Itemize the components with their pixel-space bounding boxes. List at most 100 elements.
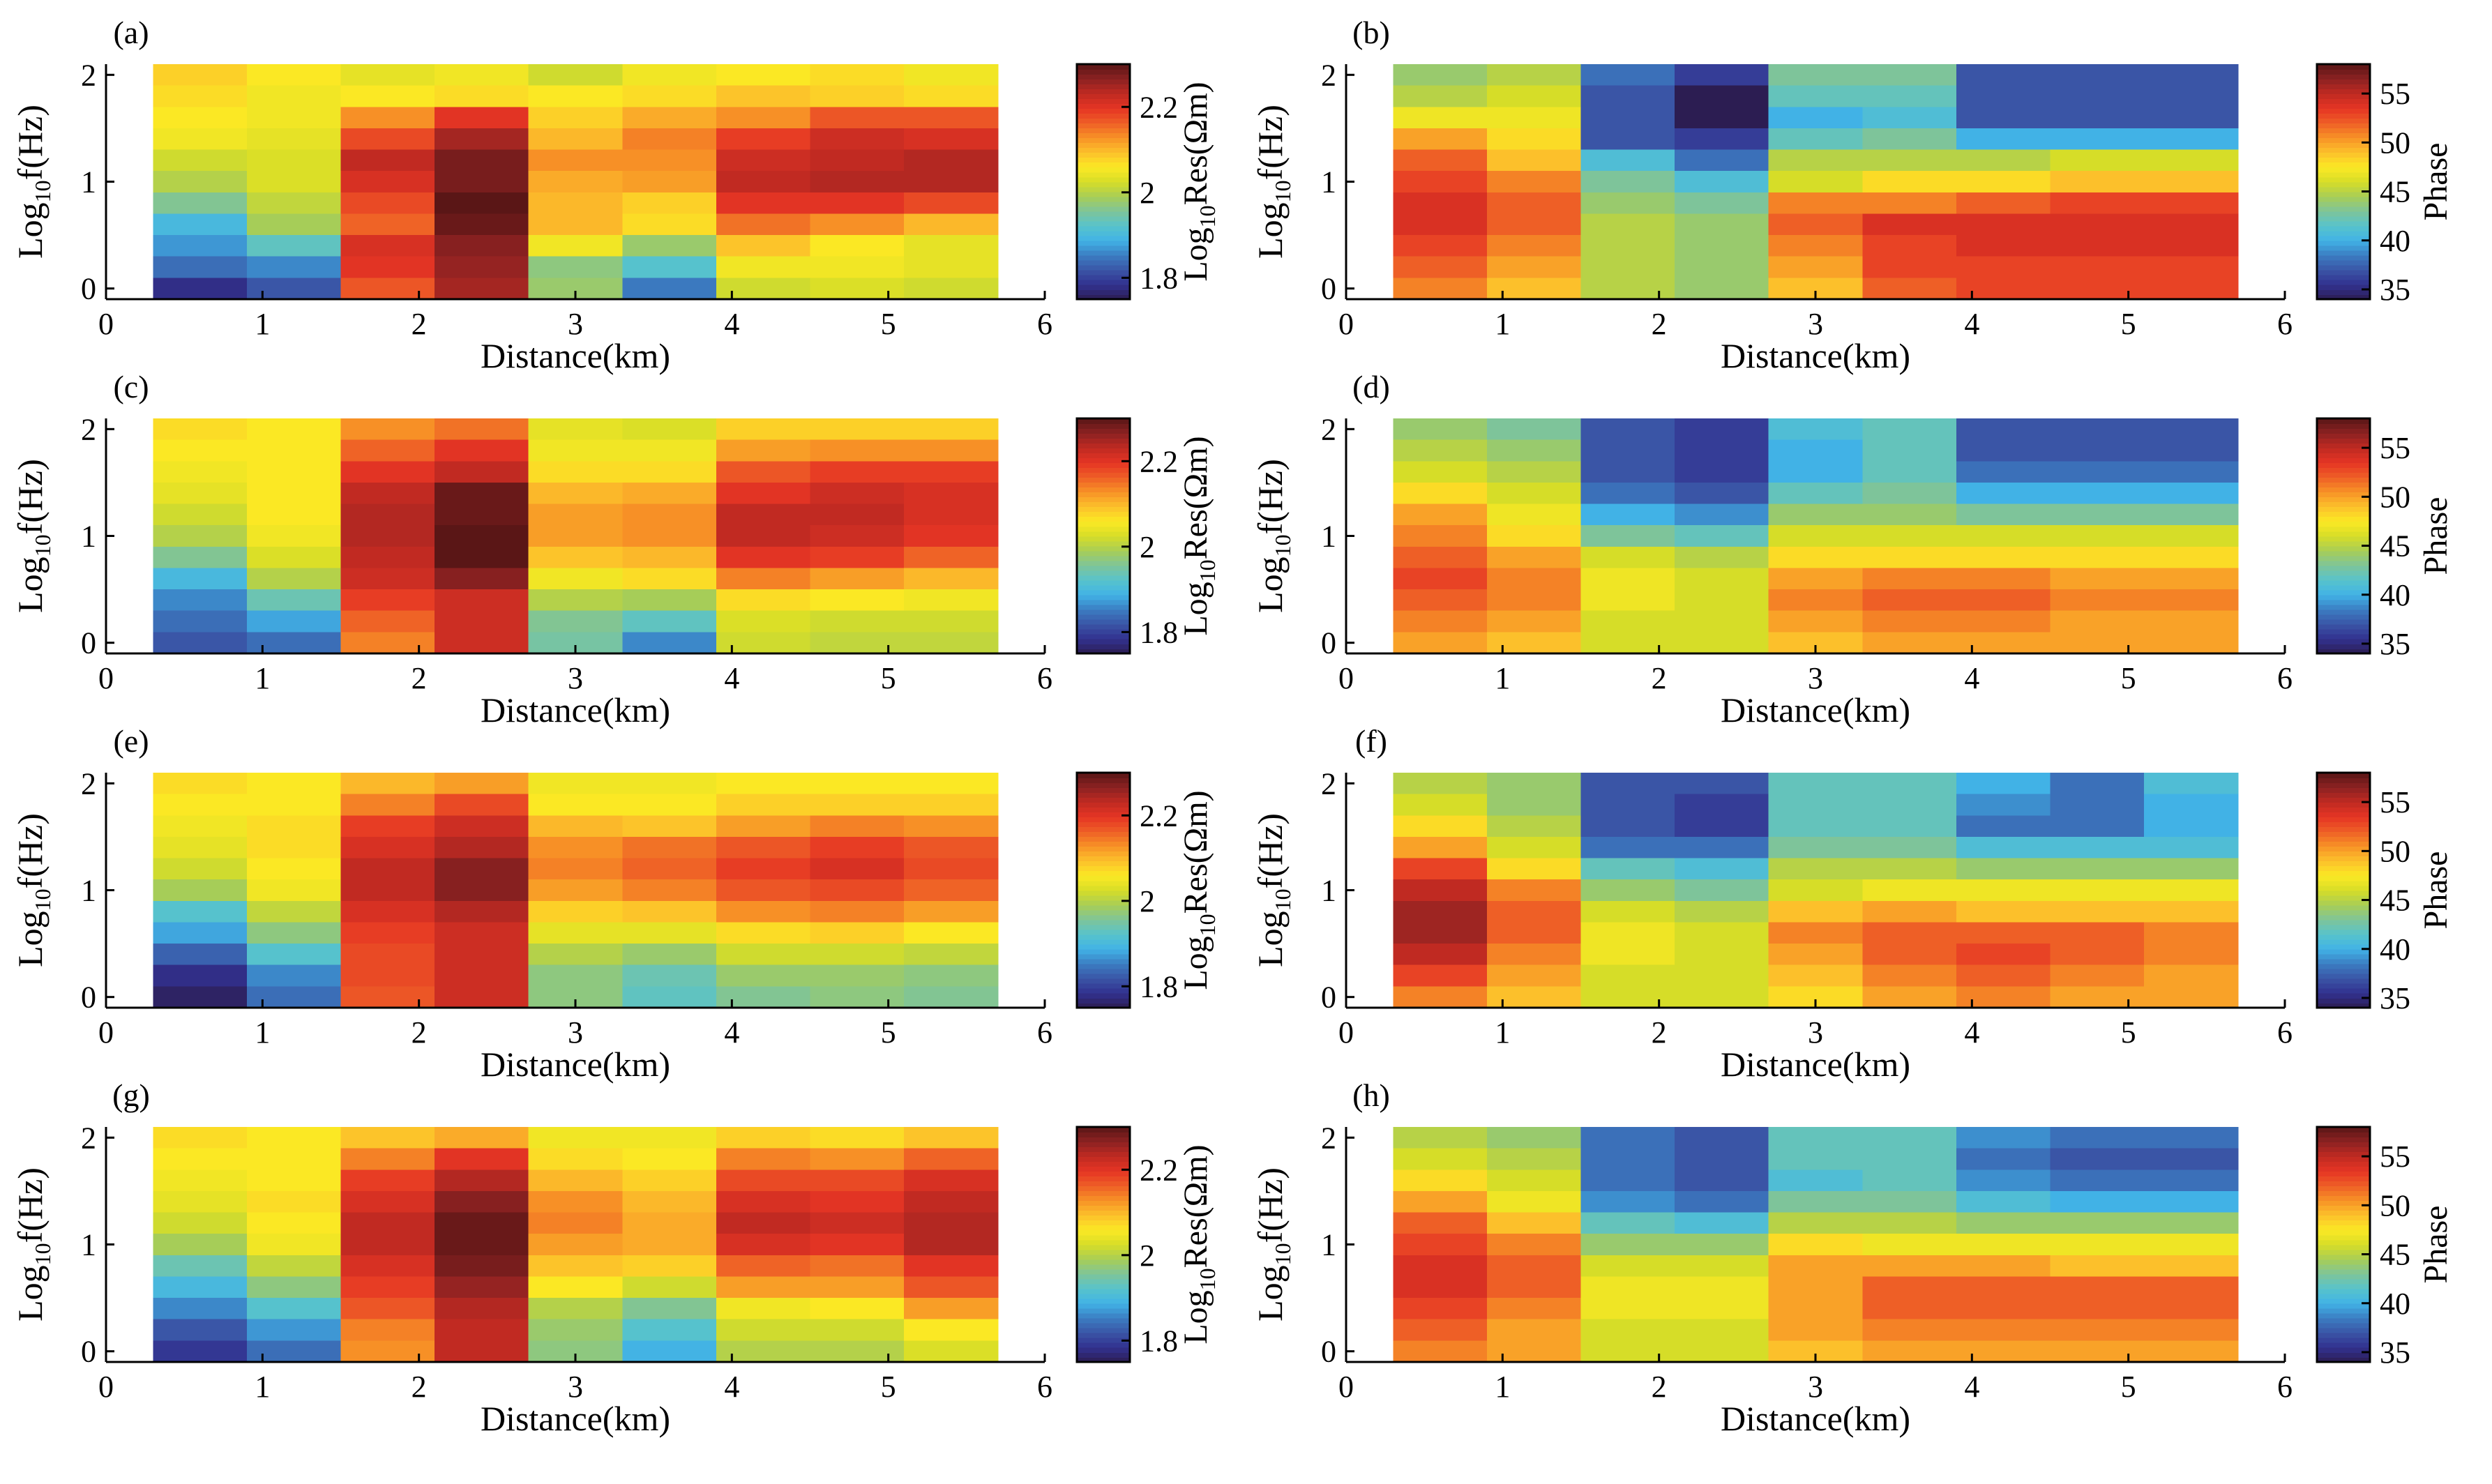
colorbar-band (1077, 1142, 1130, 1147)
heatmap-cell (153, 418, 247, 440)
x-tick-label: 5 (881, 1370, 896, 1404)
heatmap-cell (1393, 901, 1487, 923)
colorbar-band (1077, 959, 1130, 964)
heatmap-cell (904, 1213, 998, 1234)
colorbar-band (1077, 167, 1130, 172)
heatmap-cell (1956, 773, 2051, 794)
colorbar-band (1077, 1328, 1130, 1333)
colorbar-band (2317, 1229, 2370, 1235)
colorbar-tick-label: 40 (2380, 1287, 2410, 1321)
x-tick-label: 0 (98, 661, 114, 695)
heatmap-cell (2144, 1191, 2238, 1213)
heatmap-cell (435, 1213, 529, 1234)
heatmap-cell (1393, 1298, 1487, 1319)
heatmap-cell (716, 1234, 810, 1255)
colorbar-band (2317, 482, 2370, 487)
heatmap-cell (1393, 107, 1487, 128)
heatmap-cell (153, 1319, 247, 1341)
colorbar-band (1077, 865, 1130, 871)
heatmap-cell (1487, 128, 1581, 150)
heatmap-cell (529, 235, 623, 257)
colorbar-band (1077, 142, 1130, 148)
y-tick-label: 1 (81, 520, 96, 554)
colorbar-band (1077, 541, 1130, 547)
heatmap-cell (1581, 461, 1675, 483)
colorbar-band (2317, 974, 2370, 979)
heatmap-cell (716, 1340, 810, 1362)
x-tick-label: 0 (98, 1370, 114, 1404)
heatmap-cell (716, 150, 810, 172)
heatmap-cell (341, 815, 435, 837)
heatmap-cell (622, 525, 716, 547)
heatmap-cell (2051, 214, 2145, 236)
heatmap-cell (153, 1340, 247, 1362)
heatmap-cell (810, 440, 905, 462)
colorbar-label: Phase (2417, 143, 2454, 221)
heatmap-cell (810, 1255, 905, 1277)
heatmap-cell (622, 1340, 716, 1362)
colorbar-band (1077, 536, 1130, 542)
heatmap-cell (810, 418, 905, 440)
heatmap-cell (904, 1169, 998, 1191)
colorbar-band (1077, 113, 1130, 119)
heatmap-cell (341, 1319, 435, 1341)
heatmap-cell (341, 1169, 435, 1191)
heatmap-cell (529, 547, 623, 568)
colorbar-band (1077, 1176, 1130, 1181)
y-tick-label: 0 (81, 272, 96, 306)
y-axis-label: Log10f(Hz) (10, 105, 55, 259)
heatmap-cell (904, 815, 998, 837)
heatmap-cell (2051, 794, 2145, 816)
heatmap-cell (810, 1191, 905, 1213)
x-tick-label: 6 (1037, 661, 1052, 695)
heatmap-cell (622, 568, 716, 590)
heatmap-cell (1487, 611, 1581, 633)
colorbar-band (1077, 1289, 1130, 1294)
y-axis-label: Log10f(Hz) (1251, 813, 1295, 967)
colorbar-band (2317, 792, 2370, 798)
colorbar-band (2317, 69, 2370, 75)
colorbar-tick-label: 55 (2380, 1140, 2410, 1174)
heatmap-cell (341, 214, 435, 236)
heatmap-cell (435, 235, 529, 257)
heatmap-cell (1862, 986, 1956, 1008)
heatmap-cell (1487, 1169, 1581, 1191)
heatmap-cell (904, 1277, 998, 1298)
heatmap-cell (341, 192, 435, 214)
y-tick-label: 0 (1321, 980, 1336, 1015)
colorbar-label: Log10Res(Ωm) (1177, 436, 1220, 635)
heatmap-cell (622, 278, 716, 299)
heatmap-cell (247, 86, 341, 107)
heatmap-cell (529, 1149, 623, 1170)
heatmap-cell (810, 547, 905, 568)
colorbar-band (2317, 162, 2370, 167)
heatmap-cell (2051, 944, 2145, 965)
heatmap-cell (1487, 923, 1581, 944)
heatmap-cell (1487, 568, 1581, 590)
colorbar-band (1077, 423, 1130, 429)
colorbar-band (2317, 1289, 2370, 1294)
heatmap-cell (1581, 815, 1675, 837)
panel-g: 0 1 2 3 4 5 6012Distance(km)Log10f(Hz)(g)1.822… (10, 1077, 1220, 1438)
heatmap-cell (341, 632, 435, 653)
heatmap-cell (1393, 1319, 1487, 1341)
colorbar-band (2317, 905, 2370, 911)
heatmap-cell (1487, 986, 1581, 1008)
heatmap-cell (529, 461, 623, 483)
heatmap-cell (716, 815, 810, 837)
heatmap-cell (529, 568, 623, 590)
heatmap-cell (1675, 440, 1769, 462)
x-tick-label: 6 (2277, 661, 2293, 695)
colorbar-band (2317, 782, 2370, 788)
colorbar-band (2317, 516, 2370, 522)
colorbar-band (2317, 123, 2370, 128)
heatmap-cell (716, 1191, 810, 1213)
heatmap-cell (153, 1191, 247, 1213)
heatmap-cell (341, 1340, 435, 1362)
colorbar-band (1077, 1259, 1130, 1265)
colorbar-band (2317, 910, 2370, 916)
heatmap-cell (2051, 235, 2145, 257)
heatmap-cell (341, 64, 435, 86)
heatmap-cell (435, 64, 529, 86)
heatmap-cell (435, 1234, 529, 1255)
